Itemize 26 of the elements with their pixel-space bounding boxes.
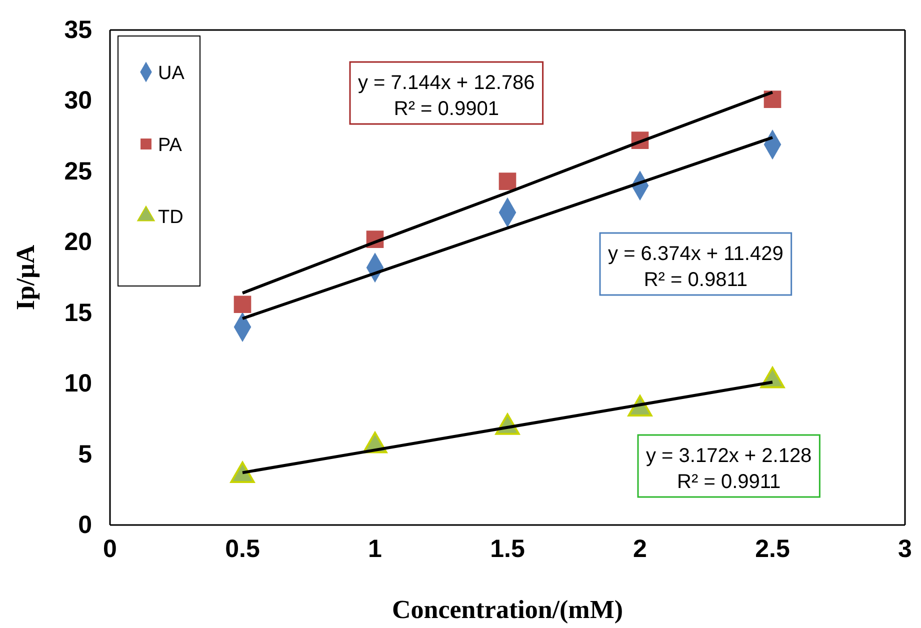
x-tick-label: 0.5 [225,534,260,563]
legend-label: TD [158,207,184,228]
x-axis-title: Concentration/(mM) [392,595,624,624]
y-tick-label: 35 [64,16,92,44]
x-tick-label: 1 [368,534,382,563]
x-tick-label: 0 [103,534,117,563]
y-tick-label: 10 [64,370,92,398]
x-tick-label: 3 [898,534,912,563]
y-axis-title: Ip/μA [11,244,40,310]
y-tick-label: 20 [64,228,92,256]
y-tick-label: 25 [64,157,92,186]
x-tick-label: 1.5 [490,534,525,563]
x-tick-label: 2 [633,534,647,563]
legend-label: UA [158,63,185,84]
point [764,90,782,108]
annotation: y = 7.144x + 12.786 R² = 0.9901 [358,72,535,120]
point [498,172,516,190]
annotation: y = 6.374x + 11.429 R² = 0.9811 [608,243,784,291]
y-tick-label: 15 [64,298,92,327]
y-tick-label: 30 [64,86,92,115]
legend-label: PA [158,135,182,156]
annotation: y = 3.172x + 2.128 R² = 0.9911 [646,445,812,493]
y-tick-label: 5 [78,440,92,468]
x-tick-label: 2.5 [755,534,790,563]
point [230,461,255,484]
y-tick-label: 0 [78,511,92,539]
